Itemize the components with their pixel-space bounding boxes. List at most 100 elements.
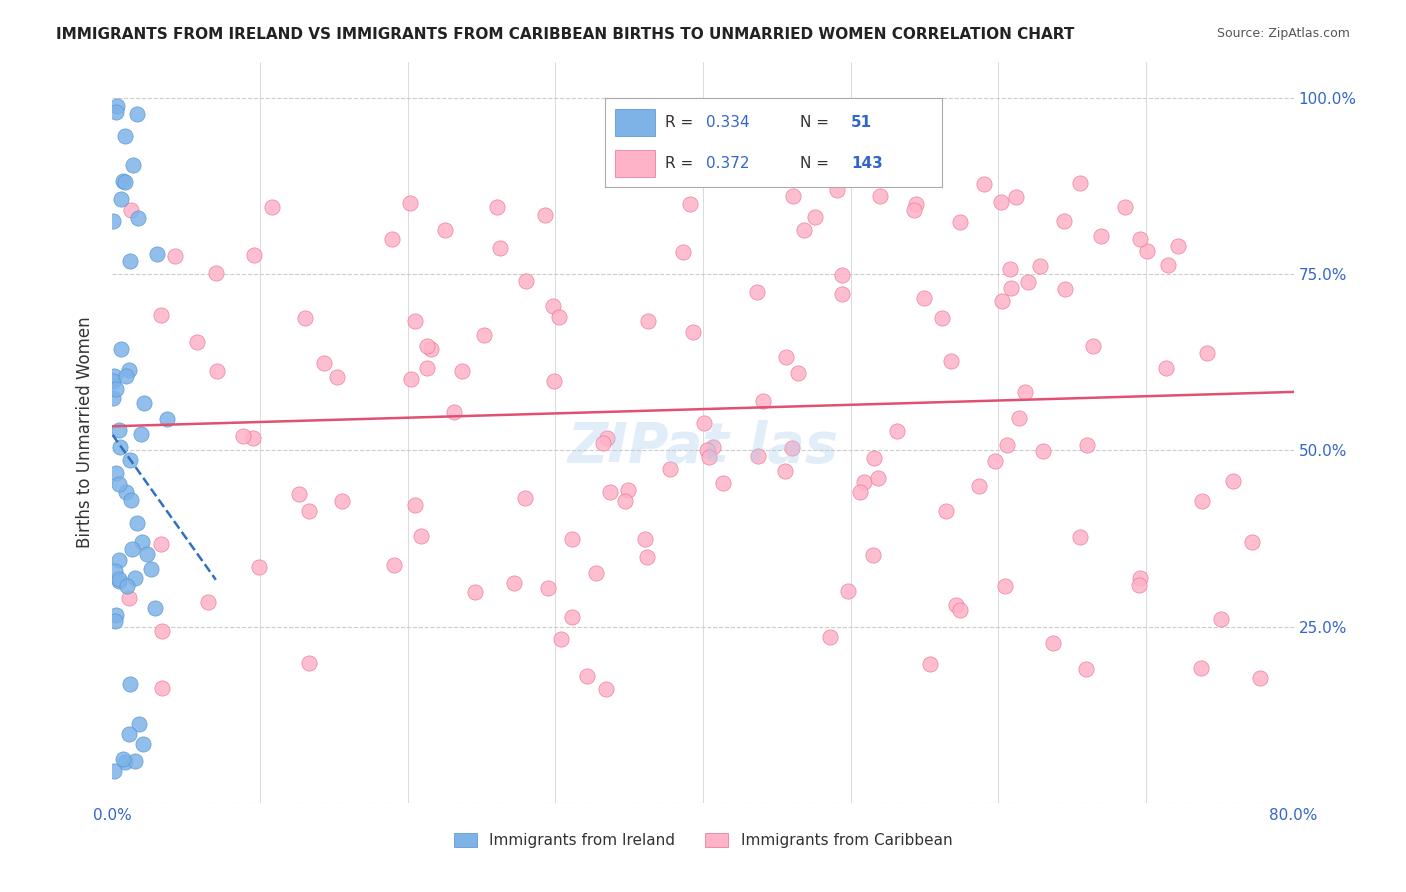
Point (868, 471, 890, 485)
Point (381, 232, 404, 246)
Point (949, 603, 972, 617)
Point (1240, 535, 1263, 549)
Point (1128, 232, 1150, 246)
Point (984, 454, 1007, 468)
Point (205, 364, 228, 378)
Point (485, 200, 508, 214)
Point (186, 335, 208, 350)
Point (596, 431, 619, 445)
Point (145, 247, 167, 261)
Point (659, 462, 682, 476)
Point (751, 393, 773, 408)
Point (464, 585, 486, 599)
Point (110, 192, 132, 206)
Point (232, 429, 254, 443)
Point (104, 382, 127, 396)
Point (1157, 258, 1180, 272)
Point (242, 248, 264, 262)
Point (848, 485, 870, 500)
Point (114, 368, 136, 383)
Point (115, 484, 138, 499)
Point (585, 566, 607, 581)
Point (416, 361, 439, 376)
Bar (614, 109, 655, 136)
Point (1081, 339, 1104, 353)
Point (314, 356, 336, 370)
Point (595, 682, 617, 697)
Point (696, 442, 718, 457)
Point (107, 477, 129, 491)
Point (1004, 190, 1026, 204)
Point (127, 211, 149, 225)
Point (1249, 671, 1271, 685)
Point (104, 615, 127, 629)
Point (411, 528, 433, 542)
Point (931, 310, 953, 325)
Point (941, 354, 963, 368)
Point (118, 453, 141, 467)
Point (1189, 661, 1212, 675)
Point (1053, 282, 1076, 296)
Point (613, 494, 636, 508)
Point (149, 537, 172, 551)
Point (120, 677, 142, 691)
Point (443, 405, 465, 419)
Point (247, 559, 270, 574)
Text: 143: 143 (851, 156, 883, 170)
Text: 51: 51 (851, 115, 872, 129)
Point (1129, 571, 1152, 585)
Text: ZIPat las: ZIPat las (568, 420, 838, 475)
Point (1028, 259, 1050, 273)
Point (818, 630, 841, 644)
Point (904, 197, 927, 211)
Point (1042, 636, 1064, 650)
Point (101, 214, 124, 228)
Text: R =: R = (665, 115, 699, 129)
Point (561, 610, 583, 624)
Point (1195, 346, 1218, 360)
Point (149, 308, 172, 322)
Point (107, 553, 129, 567)
Point (288, 487, 311, 501)
Point (150, 624, 173, 638)
Point (773, 464, 796, 478)
Point (127, 106, 149, 120)
Point (242, 431, 264, 445)
Point (634, 533, 657, 547)
Point (945, 598, 967, 612)
Point (103, 764, 125, 779)
Point (536, 581, 558, 595)
Point (903, 202, 925, 217)
Point (197, 595, 219, 609)
Point (163, 249, 186, 263)
Point (1014, 385, 1036, 400)
Point (869, 189, 891, 203)
Point (804, 210, 827, 224)
Point (433, 223, 456, 237)
Point (132, 737, 155, 751)
Point (918, 657, 941, 672)
Point (120, 493, 142, 508)
Point (420, 342, 443, 356)
Point (132, 396, 155, 410)
Point (110, 342, 132, 356)
Point (108, 572, 131, 586)
Point (990, 195, 1012, 210)
Point (382, 558, 405, 573)
Point (105, 105, 128, 120)
Point (837, 583, 859, 598)
Point (831, 287, 853, 301)
Y-axis label: Births to Unmarried Women: Births to Unmarried Women (76, 317, 94, 549)
Point (697, 450, 720, 464)
Point (991, 294, 1014, 309)
Point (294, 310, 316, 325)
Point (330, 493, 353, 508)
Point (747, 285, 769, 299)
Point (886, 424, 908, 438)
Point (298, 656, 321, 670)
Legend: Immigrants from Ireland, Immigrants from Caribbean: Immigrants from Ireland, Immigrants from… (447, 827, 959, 855)
Point (831, 268, 853, 283)
Point (541, 299, 564, 313)
Point (900, 147, 922, 161)
Point (124, 571, 146, 585)
